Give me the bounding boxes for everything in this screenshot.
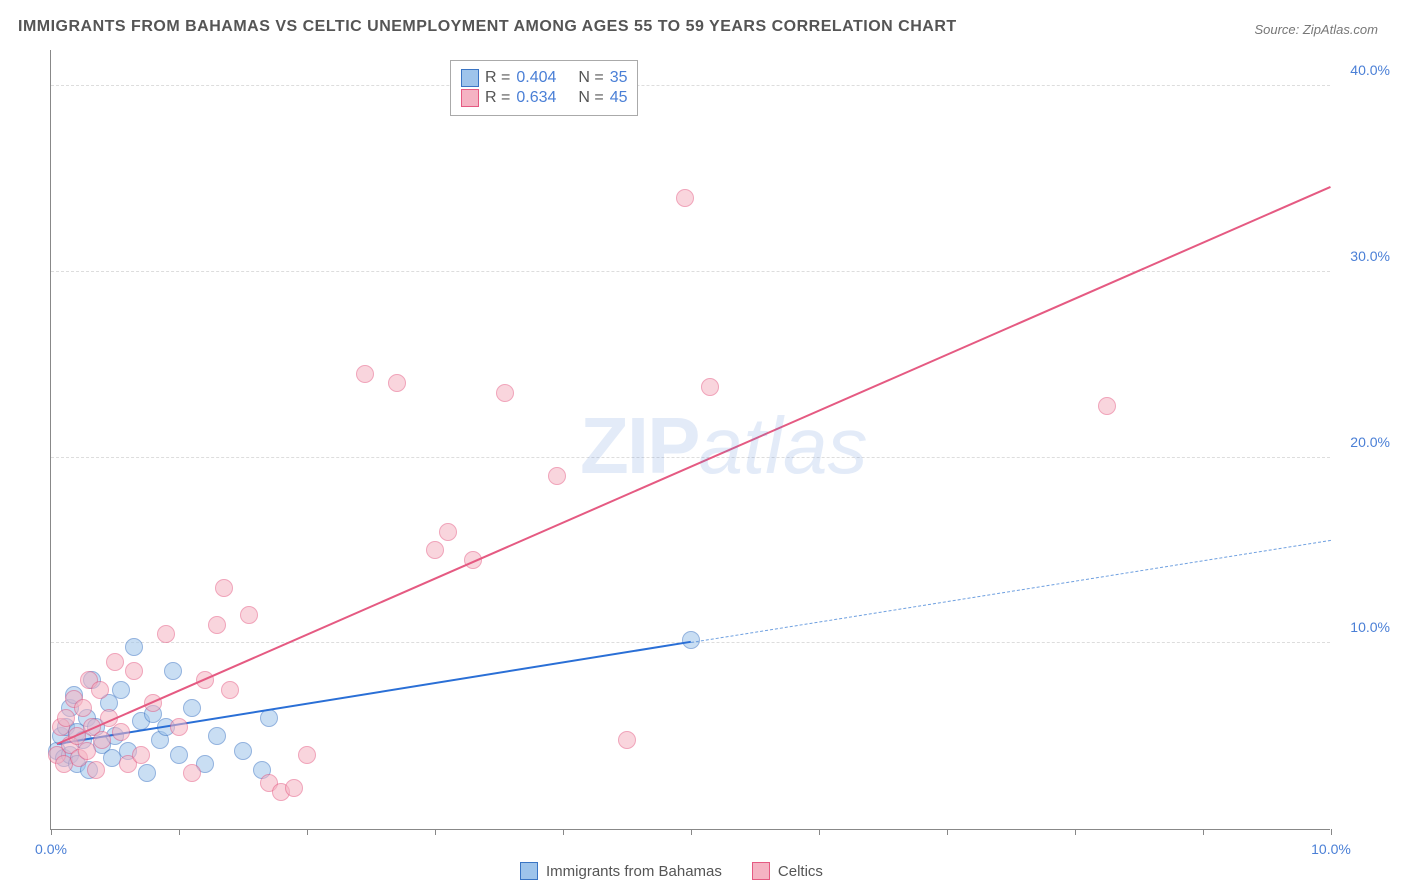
- data-point: [57, 709, 75, 727]
- data-point: [701, 378, 719, 396]
- x-tick: [51, 829, 52, 835]
- legend-series-name: Immigrants from Bahamas: [546, 863, 722, 880]
- data-point: [682, 631, 700, 649]
- data-point: [618, 731, 636, 749]
- legend-r-value: 0.404: [516, 69, 572, 87]
- y-tick-label: 40.0%: [1335, 62, 1390, 78]
- data-point: [439, 523, 457, 541]
- x-tick: [1203, 829, 1204, 835]
- data-point: [74, 699, 92, 717]
- data-point: [112, 681, 130, 699]
- y-tick-label: 10.0%: [1335, 619, 1390, 635]
- data-point: [132, 746, 150, 764]
- data-point: [164, 662, 182, 680]
- data-point: [426, 541, 444, 559]
- data-point: [676, 189, 694, 207]
- legend-item: Immigrants from Bahamas: [520, 862, 722, 880]
- legend-n-label: N =: [578, 89, 603, 107]
- x-tick: [563, 829, 564, 835]
- data-point: [221, 681, 239, 699]
- source-prefix: Source:: [1254, 22, 1302, 37]
- data-point: [356, 365, 374, 383]
- data-point: [208, 727, 226, 745]
- y-tick-label: 20.0%: [1335, 434, 1390, 450]
- data-point: [138, 764, 156, 782]
- legend-r-label: R =: [485, 69, 510, 87]
- data-point: [112, 723, 130, 741]
- x-tick: [691, 829, 692, 835]
- source-name: ZipAtlas.com: [1303, 22, 1378, 37]
- trend-line: [691, 540, 1331, 643]
- data-point: [170, 718, 188, 736]
- x-tick: [307, 829, 308, 835]
- data-point: [1098, 397, 1116, 415]
- data-point: [93, 731, 111, 749]
- legend-r-value: 0.634: [516, 89, 572, 107]
- data-point: [208, 616, 226, 634]
- data-point: [285, 779, 303, 797]
- legend-stat-row: R = 0.634 N = 45: [461, 89, 627, 107]
- data-point: [298, 746, 316, 764]
- data-point: [240, 606, 258, 624]
- legend-n-value: 35: [610, 69, 628, 87]
- x-tick-label: 0.0%: [35, 841, 67, 857]
- legend-series-name: Celtics: [778, 863, 823, 880]
- legend-swatch: [461, 89, 479, 107]
- legend-series: Immigrants from Bahamas Celtics: [520, 862, 823, 880]
- x-tick: [1331, 829, 1332, 835]
- legend-r-label: R =: [485, 89, 510, 107]
- legend-swatch: [752, 862, 770, 880]
- data-point: [125, 638, 143, 656]
- source-attribution: Source: ZipAtlas.com: [1254, 22, 1378, 37]
- data-point: [183, 699, 201, 717]
- legend-swatch: [520, 862, 538, 880]
- legend-n-label: N =: [578, 69, 603, 87]
- data-point: [87, 761, 105, 779]
- legend-swatch: [461, 69, 479, 87]
- data-point: [215, 579, 233, 597]
- legend-item: Celtics: [752, 862, 823, 880]
- data-point: [78, 742, 96, 760]
- data-point: [496, 384, 514, 402]
- data-point: [125, 662, 143, 680]
- x-tick: [947, 829, 948, 835]
- x-tick: [179, 829, 180, 835]
- x-tick: [819, 829, 820, 835]
- data-point: [106, 653, 124, 671]
- x-tick: [435, 829, 436, 835]
- data-point: [157, 625, 175, 643]
- chart-title: IMMIGRANTS FROM BAHAMAS VS CELTIC UNEMPL…: [18, 18, 957, 36]
- data-point: [183, 764, 201, 782]
- data-point: [388, 374, 406, 392]
- x-tick-label: 10.0%: [1311, 841, 1351, 857]
- data-point: [548, 467, 566, 485]
- legend-n-value: 45: [610, 89, 628, 107]
- y-tick-label: 30.0%: [1335, 248, 1390, 264]
- gridline: [51, 457, 1330, 458]
- data-point: [170, 746, 188, 764]
- gridline: [51, 85, 1330, 86]
- x-tick: [1075, 829, 1076, 835]
- scatter-plot-area: 10.0%20.0%30.0%40.0%0.0%10.0%: [50, 50, 1330, 830]
- data-point: [91, 681, 109, 699]
- legend-correlation-stats: R = 0.404 N = 35 R = 0.634 N = 45: [450, 60, 638, 116]
- legend-stat-row: R = 0.404 N = 35: [461, 69, 627, 87]
- data-point: [234, 742, 252, 760]
